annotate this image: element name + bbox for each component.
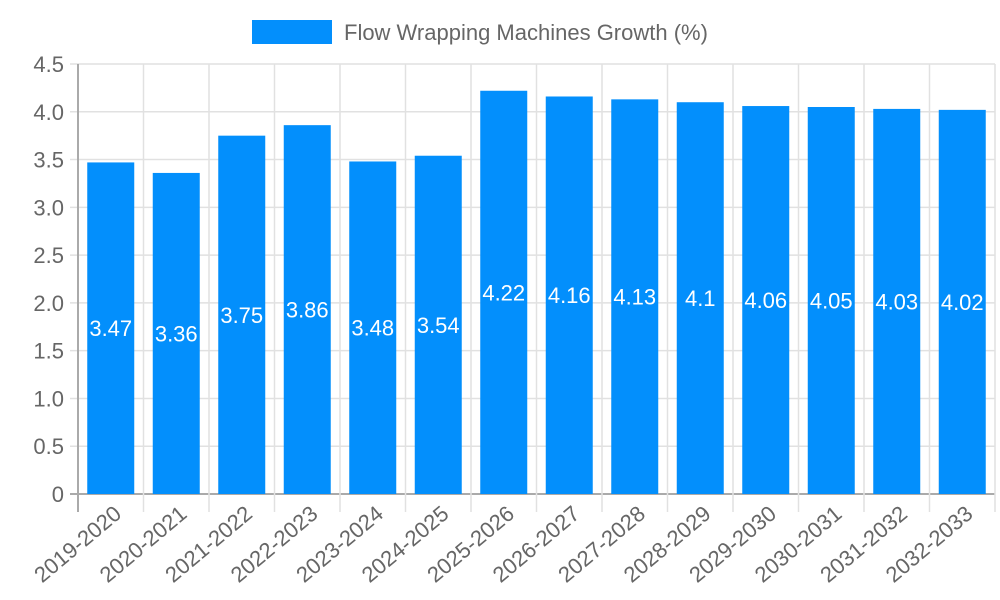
y-tick-label: 1.5 [33,339,64,364]
bars: 3.47 3.36 3.75 3.86 3.48 3.54 4.22 4.16 4.13 4.1 4… [87,90,986,495]
data-label: 3.36 [155,321,198,346]
bar[interactable] [283,125,331,495]
bar[interactable] [676,102,724,494]
data-label: 3.48 [351,316,394,341]
y-tick-label: 3.5 [33,148,64,173]
bar[interactable] [480,90,528,494]
data-label: 4.16 [548,283,591,308]
bar[interactable] [611,99,659,494]
bar-group[interactable]: 4.06 [742,106,790,495]
y-tick-label: 4.0 [33,100,64,125]
bar-group[interactable]: 3.54 [414,155,462,494]
data-label: 4.05 [810,289,853,314]
bar-group[interactable]: 4.22 [480,90,528,494]
y-tick-label: 0.5 [33,434,64,459]
data-label: 4.1 [685,286,716,311]
data-label: 3.75 [220,303,263,328]
data-label: 4.22 [482,280,525,305]
bar-group[interactable]: 4.1 [676,102,724,494]
legend-swatch [252,20,332,44]
bar-group[interactable]: 4.05 [807,107,855,494]
bar-group[interactable]: 4.02 [938,109,986,494]
y-tick-label: 2.5 [33,243,64,268]
y-tick-label: 2.0 [33,291,64,316]
y-axis: 0 0.5 1.0 1.5 2.0 2.5 3.0 3.5 4.0 4.5 [33,52,64,507]
bar-group[interactable]: 3.86 [283,125,331,495]
bar-group[interactable]: 3.36 [152,172,200,494]
bar[interactable] [152,172,200,494]
data-label: 4.02 [941,290,984,315]
data-label: 3.86 [286,298,329,323]
bar[interactable] [87,162,135,494]
data-label: 3.47 [89,316,132,341]
data-label: 4.13 [613,285,656,310]
legend-label: Flow Wrapping Machines Growth (%) [344,20,708,45]
bar[interactable] [873,108,921,495]
bar[interactable] [807,107,855,494]
data-label: 3.54 [417,313,460,338]
bar[interactable] [938,109,986,494]
bar-group[interactable]: 3.75 [218,135,266,494]
bar[interactable] [545,96,593,494]
bar-group[interactable]: 4.16 [545,96,593,494]
data-label: 4.06 [744,288,787,313]
data-label: 4.03 [875,289,918,314]
bar-group[interactable]: 4.03 [873,108,921,495]
y-tick-label: 3.0 [33,195,64,220]
bar-group[interactable]: 3.48 [349,161,397,494]
bar[interactable] [742,106,790,495]
bar[interactable] [349,161,397,494]
bar-group[interactable]: 3.47 [87,162,135,494]
bar[interactable] [414,155,462,494]
legend[interactable]: Flow Wrapping Machines Growth (%) [252,20,708,45]
y-tick-label: 4.5 [33,52,64,77]
x-axis: 2019-20202020-20212021-20222022-20232023… [29,501,977,588]
y-tick-label: 1.0 [33,386,64,411]
grid [70,63,996,512]
y-tick-label: 0 [52,482,64,507]
bar-group[interactable]: 4.13 [611,99,659,494]
bar[interactable] [218,135,266,494]
